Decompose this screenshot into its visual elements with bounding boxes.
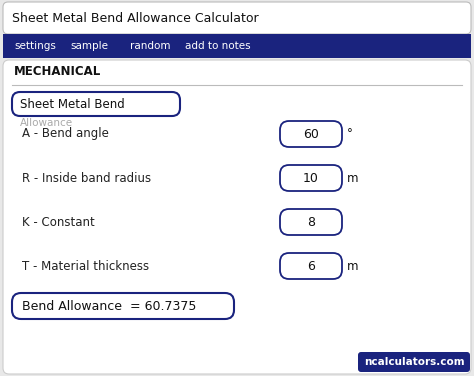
FancyBboxPatch shape <box>12 293 234 319</box>
Text: R - Inside band radius: R - Inside band radius <box>22 171 151 185</box>
Text: A - Bend angle: A - Bend angle <box>22 127 109 141</box>
Text: T - Material thickness: T - Material thickness <box>22 259 149 273</box>
Text: sample: sample <box>70 41 108 51</box>
Text: m: m <box>347 259 358 273</box>
Text: Sheet Metal Bend: Sheet Metal Bend <box>20 97 125 111</box>
Text: 10: 10 <box>303 171 319 185</box>
Text: 6: 6 <box>307 259 315 273</box>
FancyBboxPatch shape <box>3 2 471 34</box>
FancyBboxPatch shape <box>358 352 470 372</box>
Text: Sheet Metal Bend Allowance Calculator: Sheet Metal Bend Allowance Calculator <box>12 12 259 24</box>
Text: Allowance: Allowance <box>20 118 73 128</box>
Text: MECHANICAL: MECHANICAL <box>14 65 101 78</box>
Text: m: m <box>347 171 358 185</box>
Text: 8: 8 <box>307 215 315 229</box>
FancyBboxPatch shape <box>280 121 342 147</box>
FancyBboxPatch shape <box>280 165 342 191</box>
Text: K - Constant: K - Constant <box>22 215 95 229</box>
Text: ncalculators.com: ncalculators.com <box>364 357 465 367</box>
Text: random: random <box>130 41 171 51</box>
Text: Bend Allowance  = 60.7375: Bend Allowance = 60.7375 <box>22 300 196 312</box>
Text: settings: settings <box>14 41 56 51</box>
Text: add to notes: add to notes <box>185 41 251 51</box>
FancyBboxPatch shape <box>280 209 342 235</box>
FancyBboxPatch shape <box>3 60 471 374</box>
Text: °: ° <box>347 127 353 141</box>
Text: 60: 60 <box>303 127 319 141</box>
Bar <box>3 34 471 58</box>
FancyBboxPatch shape <box>280 253 342 279</box>
FancyBboxPatch shape <box>12 92 180 116</box>
